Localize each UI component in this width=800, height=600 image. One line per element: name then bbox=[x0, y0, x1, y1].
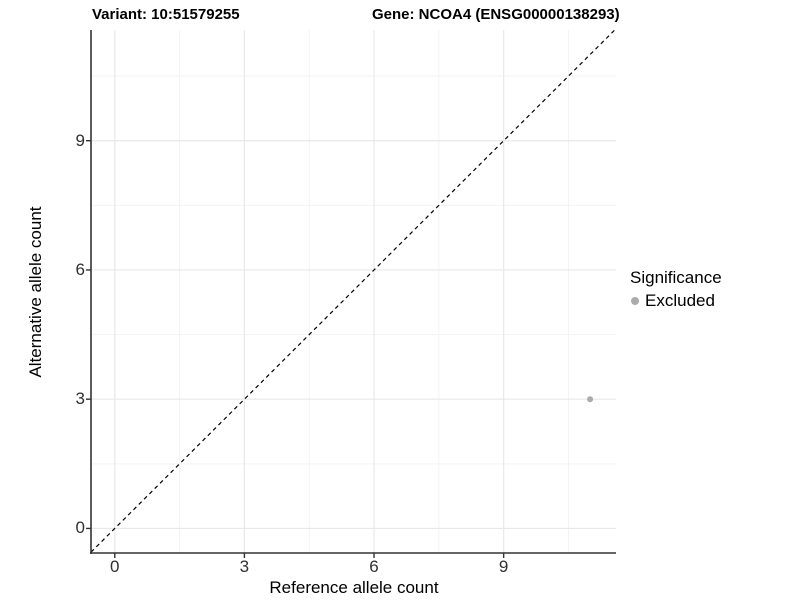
legend-title: Significance bbox=[630, 268, 722, 287]
legend-item-excluded: Excluded bbox=[630, 291, 795, 311]
legend-item-label: Excluded bbox=[645, 291, 715, 310]
x-tick-label: 0 bbox=[110, 557, 120, 576]
data-point bbox=[587, 396, 594, 403]
legend: Significance Excluded bbox=[630, 268, 795, 311]
excluded-point-icon bbox=[631, 297, 639, 305]
y-tick-label: 3 bbox=[75, 389, 85, 409]
y-tick-label: 6 bbox=[75, 259, 85, 279]
y-tick-label: 0 bbox=[75, 518, 85, 538]
plot-title-gene: Gene: NCOA4 (ENSG00000138293) bbox=[372, 6, 620, 23]
x-axis-title: Reference allele count bbox=[269, 578, 439, 597]
plot-title-variant: Variant: 10:51579255 bbox=[92, 6, 240, 23]
identity-dashed-line bbox=[90, 29, 616, 553]
x-tick-label: 6 bbox=[369, 557, 379, 576]
x-tick-label: 9 bbox=[498, 557, 509, 576]
y-axis-title: Alternative allele count bbox=[26, 206, 45, 378]
y-tick-label: 9 bbox=[75, 130, 85, 150]
x-tick-label: 3 bbox=[239, 557, 250, 576]
